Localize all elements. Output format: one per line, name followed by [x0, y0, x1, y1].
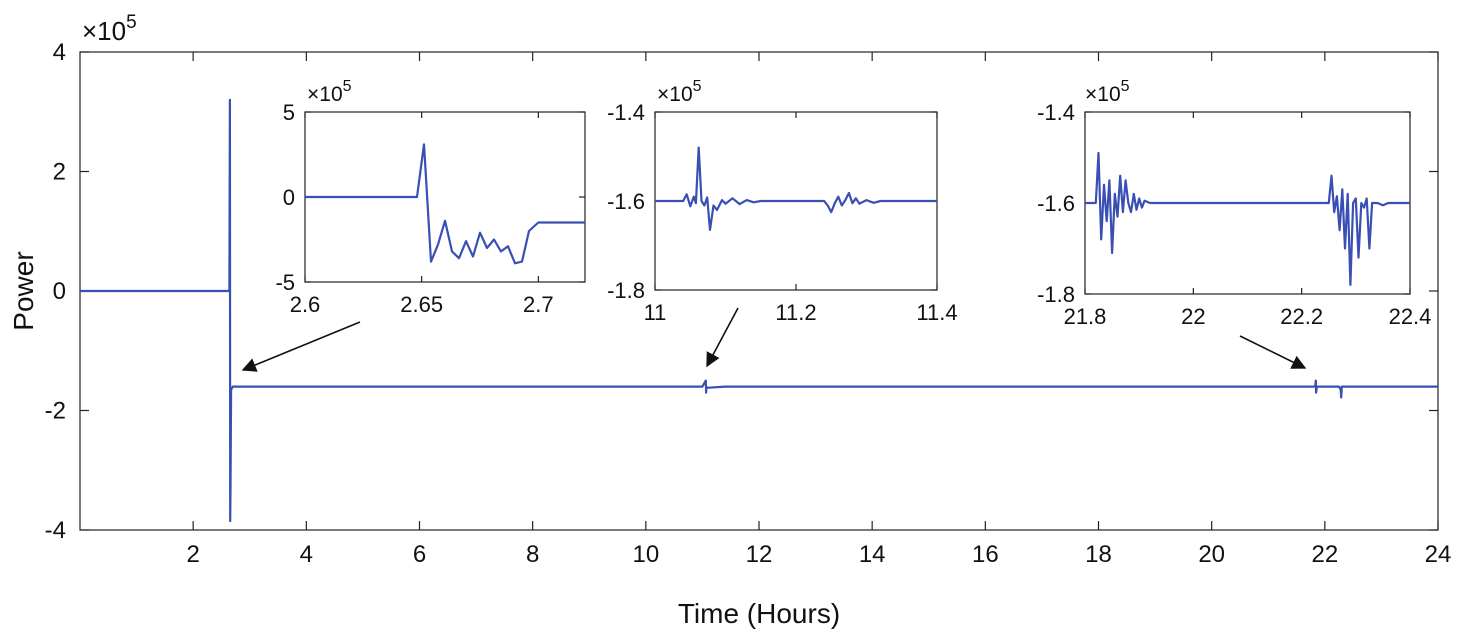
inset1-y-tick-label: 5	[283, 100, 295, 125]
inset-plot-3: 21.8 22 22.2 22.4 -1.8 -1.6 -1.4 ×105	[1037, 78, 1431, 329]
main-x-tick-label: 18	[1085, 541, 1112, 568]
inset3-x-tick-label: 21.8	[1064, 304, 1107, 329]
main-x-tick-label: 20	[1198, 541, 1225, 568]
main-y-ticks: -4 -2 0 2 4	[45, 39, 1438, 544]
inset-2-y-ticks: -1.8 -1.6 -1.4	[607, 100, 937, 303]
inset-plot-1: 2.6 2.65 2.7 -5 0 5 ×105	[275, 78, 586, 317]
inset-plot-2: 11 11.2 11.4 -1.8 -1.6 -1.4 ×105	[607, 78, 958, 325]
inset1-x-tick-label: 2.65	[400, 292, 443, 317]
inset-3-y-multiplier: ×105	[1085, 78, 1130, 106]
x-axis-label: Time (Hours)	[678, 598, 840, 629]
callout-arrow-1	[241, 321, 361, 372]
callout-arrow-3	[1239, 335, 1307, 369]
main-x-tick-label: 14	[859, 541, 886, 568]
inset1-y-tick-label: 0	[283, 185, 295, 210]
callout-arrow-2	[706, 307, 739, 368]
main-y-tick-label: -4	[45, 517, 66, 544]
inset-1-y-ticks: -5 0 5	[275, 100, 585, 295]
main-x-tick-label: 12	[746, 541, 773, 568]
inset-2-series-line	[655, 146, 937, 231]
inset2-x-tick-label: 11.4	[916, 300, 957, 325]
inset3-y-tick-label: -1.4	[1037, 100, 1075, 125]
inset1-y-tick-label: -5	[275, 270, 295, 295]
inset2-x-tick-label: 11.2	[775, 300, 816, 325]
main-x-tick-label: 8	[526, 541, 539, 568]
main-y-exponent: 5	[126, 12, 137, 33]
inset-2-x-ticks: 11 11.2 11.4	[644, 112, 958, 325]
inset-2-y-multiplier: ×105	[657, 78, 702, 106]
main-y-multiplier: ×105	[82, 12, 137, 46]
inset2-x-tick-label: 11	[644, 300, 667, 325]
inset-3-x-ticks: 21.8 22 22.2 22.4	[1064, 112, 1432, 329]
inset3-x-tick-label: 22.4	[1389, 304, 1432, 329]
y-axis-label: Power	[8, 251, 39, 330]
main-y-tick-label: 2	[53, 159, 66, 186]
main-x-tick-label: 6	[413, 541, 426, 568]
inset-3-y-ticks: -1.8 -1.6 -1.4	[1037, 100, 1410, 307]
inset1-x-tick-label: 2.7	[523, 292, 554, 317]
main-x-tick-label: 2	[186, 541, 199, 568]
main-x-tick-label: 10	[632, 541, 659, 568]
inset-1-y-multiplier: ×105	[307, 78, 352, 106]
main-x-ticks: 2 4 6 8 10 12 14 16 18 20 22 24	[186, 52, 1451, 568]
main-x-tick-label: 4	[300, 541, 313, 568]
main-y-tick-label: 4	[53, 39, 66, 66]
main-x-tick-label: 22	[1311, 541, 1338, 568]
inset1-x-tick-label: 2.6	[290, 292, 321, 317]
inset-3-y-exponent: 5	[1121, 78, 1130, 95]
inset-1-y-exponent: 5	[343, 78, 352, 95]
main-x-tick-label: 16	[972, 541, 999, 568]
main-x-tick-label: 24	[1425, 541, 1452, 568]
main-series-line	[80, 98, 1438, 523]
inset-3-series-line	[1085, 151, 1410, 286]
inset2-y-tick-label: -1.4	[607, 100, 645, 125]
inset3-y-tick-label: -1.8	[1037, 282, 1075, 307]
inset-1-series-line	[305, 143, 585, 265]
main-y-tick-label: 0	[53, 278, 66, 305]
inset-2-y-exponent: 5	[693, 78, 702, 95]
inset3-y-tick-label: -1.6	[1037, 191, 1075, 216]
inset3-x-tick-label: 22	[1181, 304, 1205, 329]
inset2-y-tick-label: -1.6	[607, 189, 645, 214]
main-y-tick-label: -2	[45, 398, 66, 425]
inset2-y-tick-label: -1.8	[607, 278, 645, 303]
inset-1-x-ticks: 2.6 2.65 2.7	[290, 112, 554, 317]
inset3-x-tick-label: 22.2	[1280, 304, 1323, 329]
